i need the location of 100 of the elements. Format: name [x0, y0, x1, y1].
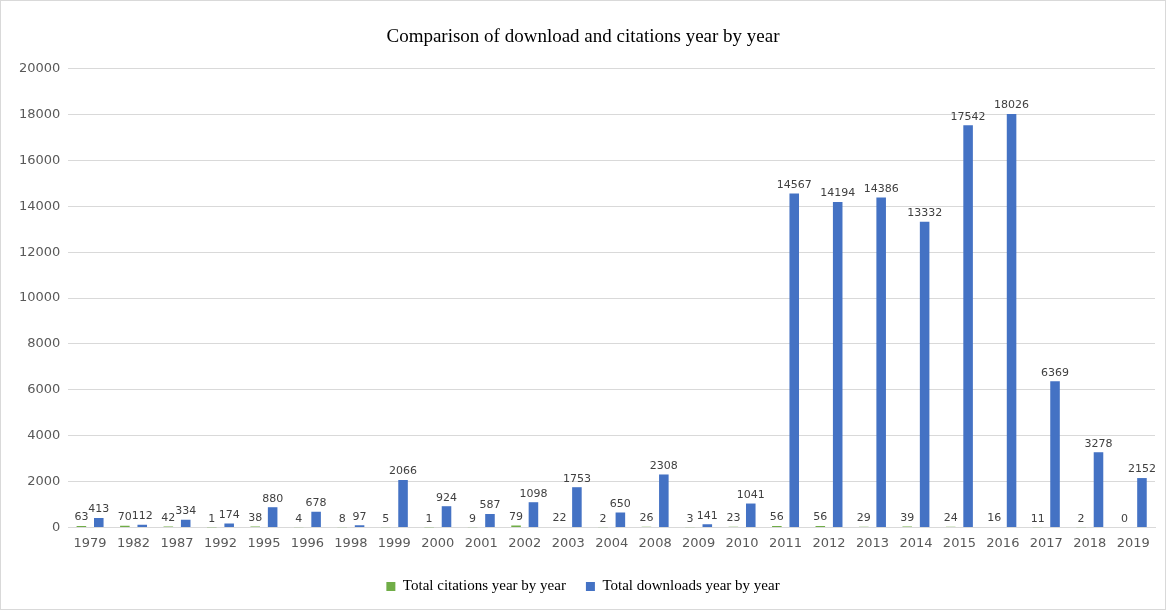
x-tick-label: 2018 [1073, 534, 1107, 550]
data-label: 587 [479, 498, 501, 512]
bar [1093, 452, 1104, 527]
data-label: 14194 [820, 186, 856, 200]
x-tick-label: 1999 [377, 534, 411, 550]
x-tick-label: 2016 [986, 534, 1020, 550]
bar [615, 512, 626, 527]
x-tick-label: 2010 [725, 534, 759, 550]
bar [528, 502, 539, 527]
data-label: 3278 [1084, 436, 1113, 450]
legend-label: Total citations year by year [402, 577, 566, 594]
data-label: 42 [161, 510, 176, 524]
data-label: 2308 [649, 458, 678, 472]
x-tick-label: 1995 [247, 534, 281, 550]
y-tick-label: 12000 [19, 243, 61, 259]
data-label: 18026 [994, 98, 1030, 112]
data-label: 2 [599, 511, 607, 525]
data-label: 4 [295, 511, 303, 525]
data-label: 1041 [736, 487, 765, 501]
bar [311, 511, 321, 527]
y-tick-label: 20000 [19, 60, 61, 76]
x-tick-label: 2011 [768, 534, 803, 550]
bar [876, 197, 886, 527]
y-tick-label: 16000 [19, 151, 61, 167]
x-tick-label: 2003 [551, 534, 585, 550]
legend-label: Total downloads year by year [602, 577, 780, 594]
y-tick-label: 10000 [19, 289, 61, 305]
x-tick-label: 1992 [203, 534, 238, 550]
data-label: 924 [436, 490, 458, 504]
data-label: 174 [218, 507, 240, 521]
data-label: 678 [305, 496, 327, 510]
x-tick-label: 2012 [812, 534, 846, 550]
data-label: 650 [609, 496, 631, 510]
data-label: 14386 [863, 181, 899, 195]
y-tick-label: 18000 [19, 106, 61, 122]
data-label: 6369 [1041, 365, 1070, 379]
data-label: 97 [352, 509, 367, 523]
data-label: 2066 [389, 464, 418, 478]
data-label: 56 [813, 510, 828, 524]
bar [267, 507, 278, 527]
data-label: 22 [552, 511, 567, 525]
bar [224, 523, 234, 527]
bar [572, 487, 582, 527]
data-label: 1 [208, 511, 216, 525]
data-label: 1098 [519, 486, 548, 500]
bar [963, 125, 973, 527]
data-label: 23 [726, 511, 741, 525]
y-tick-label: 2000 [27, 472, 61, 488]
data-label: 2 [1077, 511, 1085, 525]
data-label: 16 [987, 511, 1002, 525]
x-tick-label: 1979 [73, 534, 107, 550]
data-label: 39 [900, 510, 915, 524]
bar [1050, 381, 1060, 527]
data-label: 0 [1121, 511, 1129, 525]
data-label: 38 [248, 510, 263, 524]
y-tick-label: 0 [52, 518, 61, 534]
data-label: 11 [1030, 511, 1045, 525]
x-tick-label: 2017 [1029, 534, 1063, 550]
bar [180, 519, 191, 527]
data-label: 56 [769, 510, 784, 524]
data-label: 334 [175, 504, 197, 518]
bar [137, 524, 148, 527]
y-tick-label: 6000 [27, 381, 61, 397]
x-tick-label: 1996 [290, 534, 324, 550]
y-tick-label: 4000 [27, 427, 61, 443]
data-label: 1753 [562, 471, 591, 485]
data-label: 79 [509, 509, 524, 523]
bar [1137, 478, 1147, 527]
chart-title: Comparison of download and citations year by year [386, 25, 781, 47]
data-label: 2152 [1127, 462, 1156, 476]
data-label: 3 [686, 511, 694, 525]
data-label: 29 [856, 511, 871, 525]
data-label: 26 [639, 511, 654, 525]
data-label: 17542 [950, 109, 986, 123]
data-label: 63 [74, 510, 89, 524]
x-tick-label: 2004 [595, 534, 629, 550]
x-tick-label: 2008 [638, 534, 672, 550]
x-tick-label: 2019 [1116, 534, 1150, 550]
y-tick-label: 14000 [19, 197, 61, 213]
bar [702, 524, 713, 527]
data-label: 70 [117, 510, 132, 524]
bar [94, 517, 104, 527]
bar [485, 513, 495, 527]
bar [919, 221, 930, 527]
x-tick-label: 1982 [117, 534, 151, 550]
bar [745, 503, 756, 527]
data-label: 14567 [776, 177, 812, 191]
data-label: 1 [425, 511, 433, 525]
data-label: 8 [338, 511, 346, 525]
data-label: 112 [131, 509, 153, 523]
y-tick-label: 8000 [27, 335, 61, 351]
x-tick-label: 1998 [334, 534, 368, 550]
x-tick-label: 2015 [942, 534, 976, 550]
data-label: 5 [382, 511, 390, 525]
data-label: 24 [943, 511, 958, 525]
data-label: 413 [88, 502, 110, 516]
data-label: 13332 [907, 206, 943, 220]
bar [659, 474, 669, 527]
bar [398, 480, 408, 527]
x-tick-label: 2001 [464, 534, 498, 550]
